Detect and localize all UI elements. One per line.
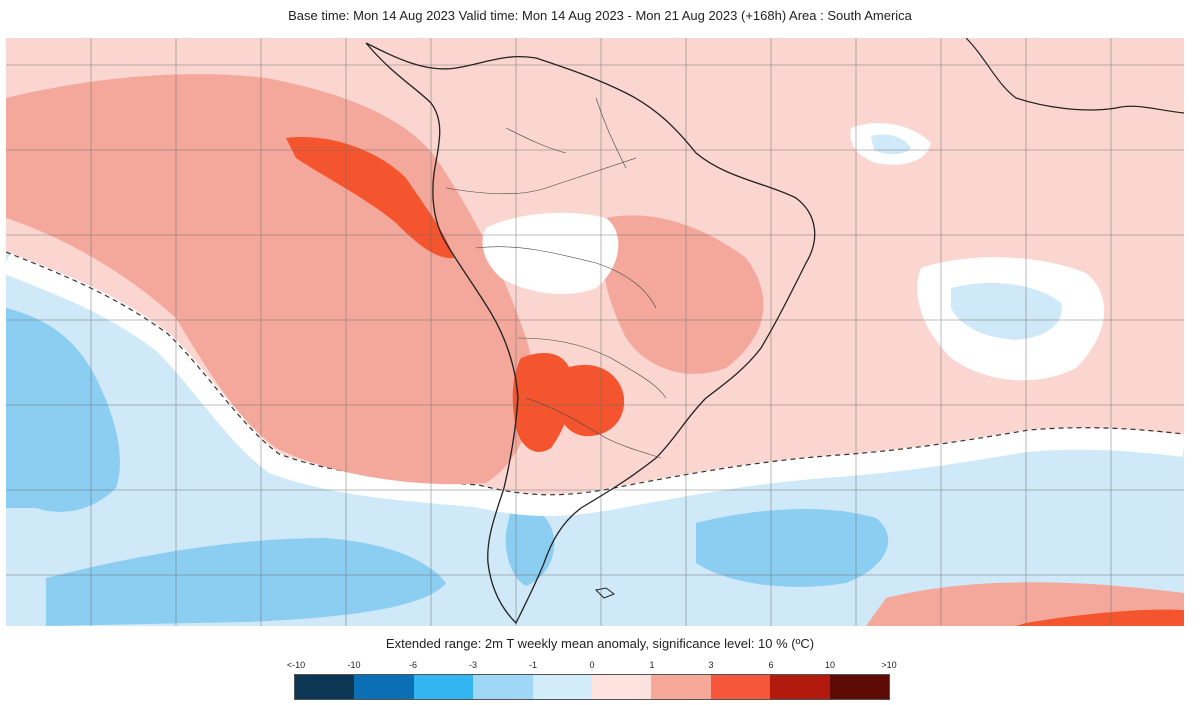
warm-anomaly-brazil (602, 215, 764, 374)
legend-swatch (770, 675, 830, 699)
legend-swatch (592, 675, 652, 699)
falklands-islands (594, 587, 616, 599)
tick-label: 0 (589, 660, 595, 670)
tick-label: -1 (528, 660, 538, 670)
legend-swatch (532, 675, 593, 699)
hot-anomaly-argentina (512, 353, 573, 452)
tick-label: -3 (468, 660, 478, 670)
cold-patch-atlantic-north (871, 134, 911, 155)
tick-label: -6 (408, 660, 418, 670)
hot-anomaly-peru-coast (286, 137, 454, 259)
cold-patch-atlantic (951, 283, 1062, 340)
legend-swatch (651, 675, 711, 699)
neutral-band-south (6, 252, 1184, 516)
tick-label: 1 (649, 660, 655, 670)
legend-ticks: <-10 -10 -6 -3 -1 0 1 3 6 10 >10 (0, 660, 1200, 674)
africa-coastline (965, 38, 1184, 114)
cold-anomaly-south (6, 253, 1184, 626)
tick-label: 6 (768, 660, 774, 670)
neutral-band-dashed-edge (6, 251, 1184, 496)
tick-label: -10 (347, 660, 361, 670)
hot-anomaly-southeast (1016, 609, 1184, 626)
legend-swatch (829, 675, 890, 699)
legend-title: Extended range: 2m T weekly mean anomaly… (385, 636, 815, 651)
cold-anomaly-atlantic (696, 508, 889, 587)
anomaly-map[interactable] (6, 38, 1184, 626)
legend-swatch (413, 675, 474, 699)
map-title: Base time: Mon 14 Aug 2023 Valid time: M… (288, 8, 912, 23)
legend-swatch (473, 675, 533, 699)
legend-swatch (354, 675, 414, 699)
tick-label: <-10 (286, 660, 306, 670)
country-borders (445, 97, 667, 459)
neutral-patch-amazon (482, 212, 619, 295)
graticule (6, 38, 1184, 626)
tick-label: >10 (881, 660, 897, 670)
tick-label: 3 (708, 660, 714, 670)
legend-colorbar (294, 674, 890, 700)
legend-swatch (295, 675, 355, 699)
cold-anomaly-west (6, 308, 120, 512)
legend-swatch (710, 675, 771, 699)
south-america-coastline (365, 42, 816, 625)
tick-label: 10 (824, 660, 836, 670)
hot-anomaly-pampas (557, 364, 625, 437)
